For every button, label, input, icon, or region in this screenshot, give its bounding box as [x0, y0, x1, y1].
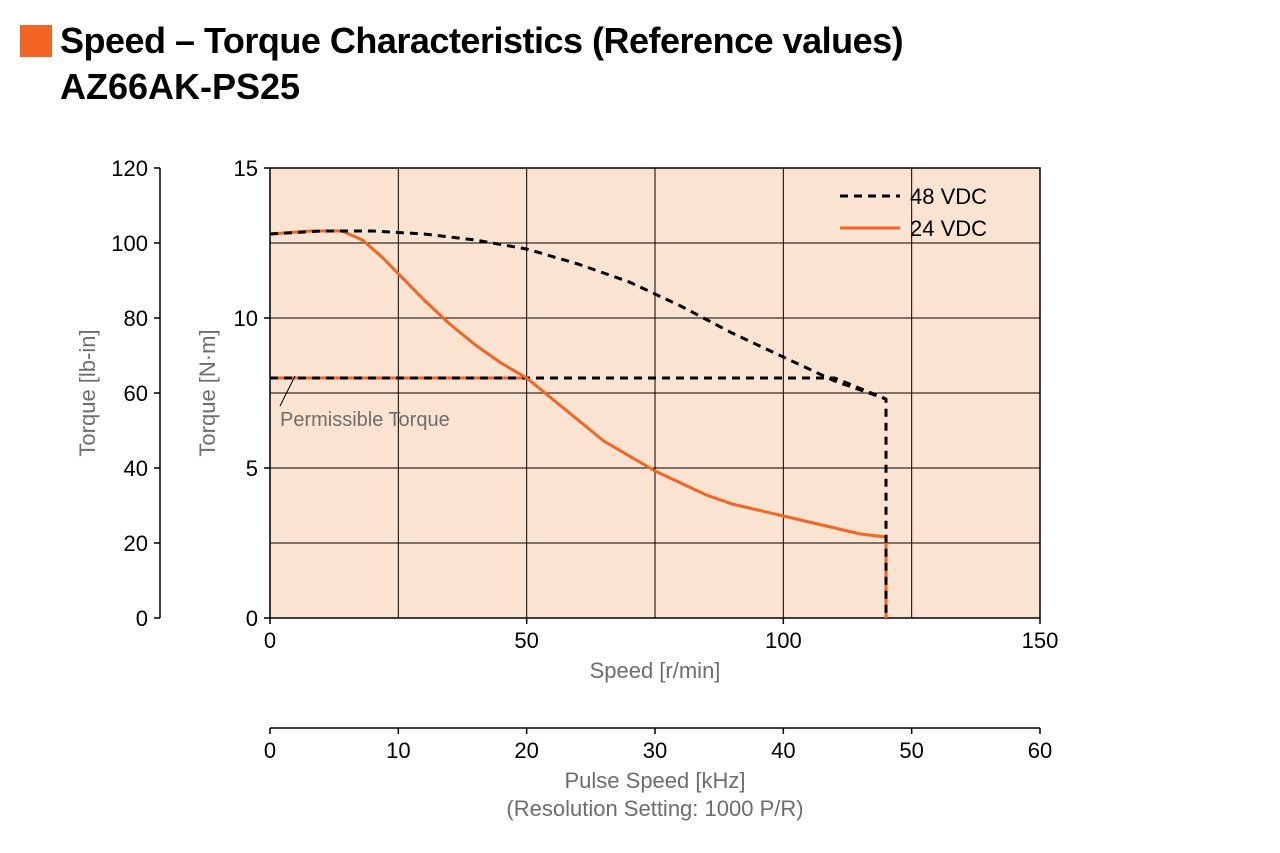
- svg-text:0: 0: [246, 606, 258, 631]
- svg-text:Torque [N·m]: Torque [N·m]: [195, 329, 220, 456]
- svg-text:120: 120: [111, 156, 148, 181]
- svg-text:60: 60: [1028, 738, 1052, 763]
- speed-torque-chart: 051015Torque [N·m]020406080100120Torque …: [60, 128, 1160, 828]
- svg-text:0: 0: [264, 628, 276, 653]
- svg-text:30: 30: [643, 738, 667, 763]
- svg-text:40: 40: [771, 738, 795, 763]
- svg-text:10: 10: [234, 306, 258, 331]
- chart-title: Speed – Torque Characteristics (Referenc…: [60, 20, 903, 62]
- svg-text:50: 50: [899, 738, 923, 763]
- svg-text:20: 20: [514, 738, 538, 763]
- svg-text:(Resolution Setting: 1000 P/R): (Resolution Setting: 1000 P/R): [506, 796, 803, 821]
- svg-text:100: 100: [111, 231, 148, 256]
- svg-text:80: 80: [124, 306, 148, 331]
- svg-text:5: 5: [246, 456, 258, 481]
- svg-text:20: 20: [124, 531, 148, 556]
- svg-text:60: 60: [124, 381, 148, 406]
- svg-text:150: 150: [1022, 628, 1059, 653]
- svg-text:100: 100: [765, 628, 802, 653]
- svg-text:10: 10: [386, 738, 410, 763]
- chart-subtitle: AZ66AK-PS25: [60, 66, 1260, 108]
- accent-square-icon: [20, 25, 52, 57]
- chart-svg: 051015Torque [N·m]020406080100120Torque …: [60, 128, 1160, 828]
- svg-text:40: 40: [124, 456, 148, 481]
- svg-text:Pulse Speed [kHz]: Pulse Speed [kHz]: [565, 768, 746, 793]
- svg-text:Speed [r/min]: Speed [r/min]: [590, 658, 721, 683]
- svg-text:Permissible Torque: Permissible Torque: [280, 409, 450, 431]
- svg-text:24 VDC: 24 VDC: [910, 216, 987, 241]
- svg-text:50: 50: [514, 628, 538, 653]
- svg-text:0: 0: [264, 738, 276, 763]
- svg-text:15: 15: [234, 156, 258, 181]
- svg-text:Torque [lb-in]: Torque [lb-in]: [75, 329, 100, 456]
- chart-header: Speed – Torque Characteristics (Referenc…: [20, 20, 1260, 62]
- svg-text:48 VDC: 48 VDC: [910, 184, 987, 209]
- svg-text:0: 0: [136, 606, 148, 631]
